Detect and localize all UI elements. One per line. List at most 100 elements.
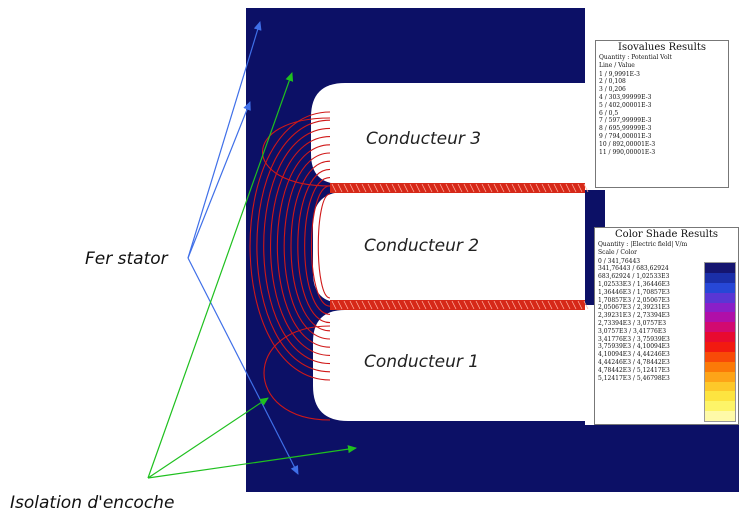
equipotential-lines — [249, 111, 331, 421]
hatch-line — [571, 183, 577, 193]
hatch-line — [559, 183, 565, 193]
hatch-line — [409, 183, 415, 193]
colorshade-row: 341,76443 / 683,62924 — [598, 265, 669, 273]
colorshade-row: 683,62924 / 1,02533E3 — [598, 273, 670, 281]
colorshade-row: 0 / 341,76443 — [598, 257, 641, 265]
colorshade-row: 1,02533E3 / 1,36446E3 — [598, 280, 670, 288]
hatch-line — [373, 183, 379, 193]
isovalues-quantity: Quantity : Potential Volt — [599, 54, 672, 61]
hatch-line — [511, 183, 517, 193]
equipotential-line — [263, 127, 331, 365]
hatch-line — [391, 183, 397, 193]
slot-conductor-1 — [313, 310, 585, 421]
slot-conductor-3 — [311, 83, 585, 184]
color-scale-swatch — [705, 272, 735, 283]
label-conducteur-2: Conducteur 2 — [364, 236, 480, 256]
hatch-line — [451, 183, 457, 193]
colorshade-row: 3,0757E3 / 3,41776E3 — [598, 327, 667, 335]
hatch-line — [469, 183, 475, 193]
colorshade-row: 1,70857E3 / 2,05067E3 — [598, 296, 670, 304]
color-scale-swatch — [705, 401, 735, 412]
hatch-line — [529, 300, 535, 310]
hatch-line — [433, 300, 439, 310]
colorshade-row: 4,78442E3 / 5,12417E3 — [598, 366, 670, 374]
colorshade-quantity: Quantity : |Electric field| V/m — [598, 241, 688, 248]
color-scale-swatch — [705, 282, 735, 293]
hatch-line — [439, 300, 445, 310]
hatch-line — [517, 183, 523, 193]
arrow-fer-stator-3 — [187, 257, 299, 475]
hatch-line — [529, 183, 535, 193]
colorshade-row: 1,36446E3 / 1,70857E3 — [598, 288, 670, 296]
hatch-line — [583, 183, 589, 193]
hatch-line — [505, 183, 511, 193]
hatch-line — [583, 300, 589, 310]
hatch-line — [493, 300, 499, 310]
hatch-line — [355, 183, 361, 193]
colorshade-row: 4,10094E3 / 4,44246E3 — [598, 351, 670, 359]
colorshade-row: 4,44246E3 / 4,78442E3 — [598, 358, 670, 366]
hatch-line — [487, 183, 493, 193]
color-scale-swatch — [705, 342, 735, 352]
hatch-line — [547, 300, 553, 310]
equipotential-line — [261, 117, 331, 187]
hatch-line — [337, 300, 343, 310]
hatch-line — [559, 300, 565, 310]
arrow-isolation-3 — [147, 445, 357, 479]
color-scale-swatch — [705, 322, 735, 333]
color-scale-bar — [704, 262, 736, 422]
hatch-line — [379, 300, 385, 310]
label-conducteur-3: Conducteur 3 — [366, 129, 482, 149]
isovalue-row: 8 / 695,99999E-3 — [599, 125, 652, 133]
hatch-line — [367, 300, 373, 310]
hatch-line — [385, 300, 391, 310]
hatch-line — [421, 300, 427, 310]
hatch-line — [553, 300, 559, 310]
hatch-line — [487, 300, 493, 310]
hatch-line — [451, 300, 457, 310]
hatch-line — [385, 183, 391, 193]
hatch-line — [481, 300, 487, 310]
isovalue-row: 4 / 303,99999E-3 — [599, 93, 652, 101]
color-scale-swatch — [705, 263, 735, 273]
hatch-line — [415, 183, 421, 193]
hatch-line — [397, 183, 403, 193]
colorshade-row: 3,75939E3 / 4,10094E3 — [598, 343, 670, 351]
color-scale-swatch — [705, 351, 735, 362]
hatch-line — [415, 300, 421, 310]
equipotential-line — [283, 152, 331, 340]
hatch-line — [445, 300, 451, 310]
color-scale-swatch — [705, 292, 735, 303]
hatch-line — [361, 183, 367, 193]
colorshade-legend: Color Shade Results Quantity : |Electric… — [594, 227, 739, 425]
hatch-line — [331, 300, 337, 310]
hatch-line — [553, 183, 559, 193]
equipotential-line — [310, 185, 331, 307]
hatch-line — [457, 300, 463, 310]
hatch-line — [403, 300, 409, 310]
hatch-line — [361, 300, 367, 310]
hatch-line — [565, 300, 571, 310]
arrow-isolation-2 — [147, 397, 269, 479]
hatch-line — [433, 183, 439, 193]
hatch-line — [469, 300, 475, 310]
colorshade-title: Color Shade Results — [615, 229, 718, 240]
hatch-line — [457, 183, 463, 193]
hatch-line — [427, 183, 433, 193]
color-scale-swatch — [705, 332, 735, 342]
colorshade-rows: 0 / 341,76443 341,76443 / 683,62924 683,62… — [595, 258, 738, 383]
isovalue-row: 5 / 402,00001E-3 — [599, 101, 652, 109]
hatch-line — [541, 300, 547, 310]
hatch-line — [367, 183, 373, 193]
hatch-line — [547, 183, 553, 193]
color-scale-swatch — [705, 312, 735, 323]
label-conducteur-1: Conducteur 1 — [364, 352, 480, 372]
equipotential-line — [263, 325, 331, 421]
arrow-fer-stator-2 — [187, 101, 251, 259]
colorshade-row: 2,39231E3 / 2,73394E3 — [598, 312, 670, 320]
hatch-line — [331, 183, 337, 193]
isovalues-rows: 1 / 9,9991E-3 2 / 0,108 3 / 0,206 4 / 303,9… — [596, 71, 728, 157]
equipotential-line — [317, 193, 331, 299]
hatch-line — [391, 300, 397, 310]
hatch-line — [571, 300, 577, 310]
